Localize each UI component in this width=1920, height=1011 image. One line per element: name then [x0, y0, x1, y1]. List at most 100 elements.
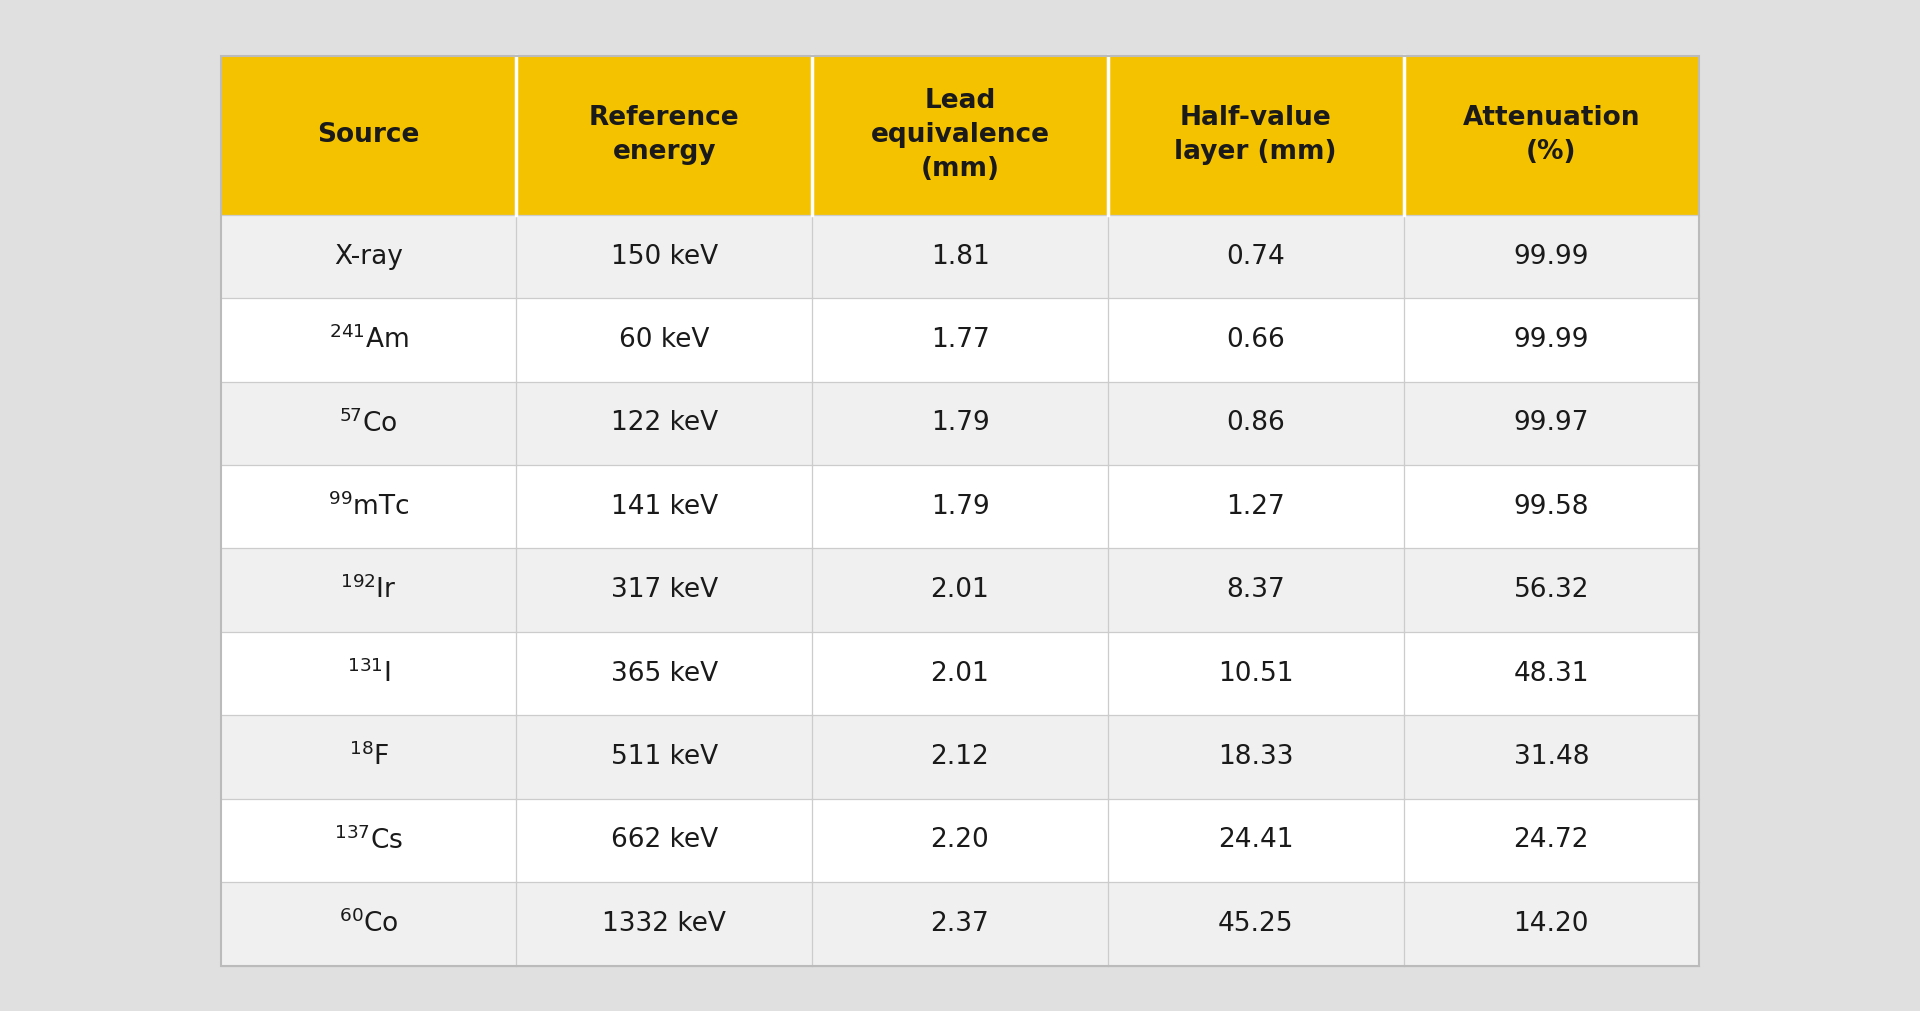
Text: $^{241}$Am: $^{241}$Am [328, 326, 409, 354]
Bar [1404, 215, 1699, 298]
Bar [221, 298, 516, 382]
Bar [812, 548, 1108, 632]
Bar [221, 882, 516, 966]
Text: 317 keV: 317 keV [611, 577, 718, 604]
Bar [1108, 381, 1404, 465]
Bar [1404, 548, 1699, 632]
Bar [1108, 882, 1404, 966]
Bar [516, 381, 812, 465]
Text: 10.51: 10.51 [1217, 660, 1294, 686]
Bar [221, 56, 1699, 966]
Bar [221, 56, 1699, 966]
Bar [1108, 56, 1404, 215]
Text: X-ray: X-ray [334, 244, 403, 270]
Bar [1404, 298, 1699, 382]
Bar [221, 215, 516, 298]
Bar [1404, 799, 1699, 882]
Bar [812, 882, 1108, 966]
Bar [812, 632, 1108, 716]
Bar [221, 381, 516, 465]
Bar [812, 298, 1108, 382]
Bar [1404, 716, 1699, 799]
Text: Reference
energy: Reference energy [589, 105, 739, 165]
Bar [812, 381, 1108, 465]
Text: 31.48: 31.48 [1513, 744, 1590, 770]
Bar [221, 548, 516, 632]
Text: 1.79: 1.79 [931, 493, 989, 520]
Text: 1.77: 1.77 [931, 327, 989, 353]
Text: Attenuation
(%): Attenuation (%) [1463, 105, 1640, 165]
Text: 2.37: 2.37 [931, 911, 989, 937]
Bar [1404, 465, 1699, 548]
Bar [516, 298, 812, 382]
Text: 1.81: 1.81 [931, 244, 989, 270]
Bar [221, 632, 516, 716]
Text: 14.20: 14.20 [1513, 911, 1590, 937]
Text: 1.79: 1.79 [931, 410, 989, 437]
Text: $^{192}$Ir: $^{192}$Ir [340, 576, 397, 605]
Bar [1108, 548, 1404, 632]
Text: 2.01: 2.01 [931, 660, 989, 686]
Text: 60 keV: 60 keV [618, 327, 710, 353]
Bar [516, 632, 812, 716]
Text: 2.12: 2.12 [931, 744, 989, 770]
Text: $^{57}$Co: $^{57}$Co [340, 409, 397, 438]
Text: 45.25: 45.25 [1217, 911, 1294, 937]
Text: $^{18}$F: $^{18}$F [349, 743, 388, 771]
Bar [221, 465, 516, 548]
Bar [1404, 56, 1699, 215]
Text: 18.33: 18.33 [1217, 744, 1294, 770]
Bar [221, 799, 516, 882]
Text: 8.37: 8.37 [1227, 577, 1284, 604]
Bar [1108, 799, 1404, 882]
Text: 0.66: 0.66 [1227, 327, 1284, 353]
Text: 99.99: 99.99 [1513, 244, 1590, 270]
Text: 122 keV: 122 keV [611, 410, 718, 437]
Bar [516, 716, 812, 799]
Text: Lead
equivalence
(mm): Lead equivalence (mm) [870, 88, 1050, 182]
Text: 56.32: 56.32 [1513, 577, 1590, 604]
Text: Half-value
layer (mm): Half-value layer (mm) [1175, 105, 1336, 165]
Text: $^{60}$Co: $^{60}$Co [338, 910, 399, 938]
Text: 0.86: 0.86 [1227, 410, 1284, 437]
Text: 48.31: 48.31 [1513, 660, 1590, 686]
Text: $^{131}$I: $^{131}$I [348, 659, 390, 687]
Bar [1404, 882, 1699, 966]
Bar [812, 56, 1108, 215]
Bar [516, 548, 812, 632]
Text: Source: Source [317, 122, 420, 149]
Bar [812, 465, 1108, 548]
Bar [1404, 632, 1699, 716]
Bar [516, 799, 812, 882]
Bar [221, 716, 516, 799]
Text: 141 keV: 141 keV [611, 493, 718, 520]
Text: 99.58: 99.58 [1513, 493, 1590, 520]
Text: 150 keV: 150 keV [611, 244, 718, 270]
Text: 99.97: 99.97 [1513, 410, 1590, 437]
Bar [1108, 298, 1404, 382]
Text: 662 keV: 662 keV [611, 827, 718, 853]
Text: 1332 keV: 1332 keV [603, 911, 726, 937]
Bar [1108, 215, 1404, 298]
Text: 1.27: 1.27 [1227, 493, 1284, 520]
Text: $^{137}$Cs: $^{137}$Cs [334, 826, 403, 854]
Bar [1108, 465, 1404, 548]
Text: 2.20: 2.20 [931, 827, 989, 853]
Bar [516, 465, 812, 548]
Bar [812, 799, 1108, 882]
Bar [812, 215, 1108, 298]
Bar [516, 215, 812, 298]
Text: 24.41: 24.41 [1217, 827, 1294, 853]
Bar [1404, 381, 1699, 465]
Bar [516, 882, 812, 966]
Text: 99.99: 99.99 [1513, 327, 1590, 353]
Text: 511 keV: 511 keV [611, 744, 718, 770]
Text: 24.72: 24.72 [1513, 827, 1590, 853]
Bar [1108, 716, 1404, 799]
Text: $^{99}$mTc: $^{99}$mTc [328, 492, 409, 521]
Bar [1108, 632, 1404, 716]
Text: 365 keV: 365 keV [611, 660, 718, 686]
Bar [221, 56, 516, 215]
Text: 0.74: 0.74 [1227, 244, 1284, 270]
Bar [516, 56, 812, 215]
